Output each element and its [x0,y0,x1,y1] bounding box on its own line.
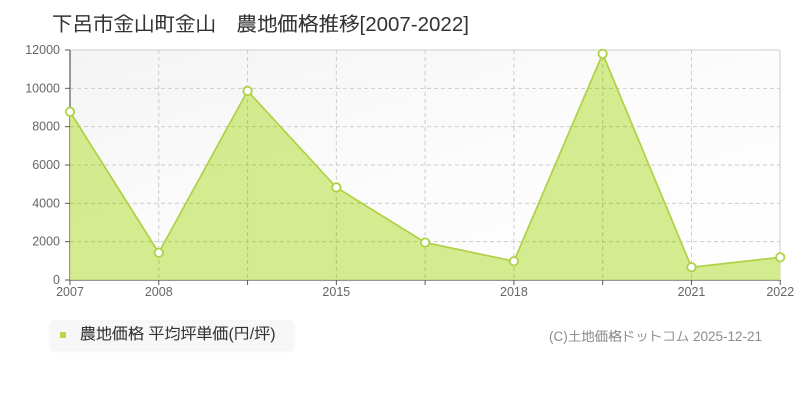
svg-text:2000: 2000 [32,235,60,249]
svg-text:8000: 8000 [32,120,60,134]
svg-text:10000: 10000 [25,81,60,95]
svg-text:2022: 2022 [766,285,794,299]
svg-text:2015: 2015 [322,285,350,299]
svg-text:4000: 4000 [32,196,60,210]
svg-text:6000: 6000 [32,158,60,172]
svg-text:2007: 2007 [56,285,84,299]
svg-text:2018: 2018 [500,285,528,299]
svg-text:12000: 12000 [25,43,60,57]
svg-text:2021: 2021 [678,285,706,299]
svg-text:2008: 2008 [145,285,173,299]
